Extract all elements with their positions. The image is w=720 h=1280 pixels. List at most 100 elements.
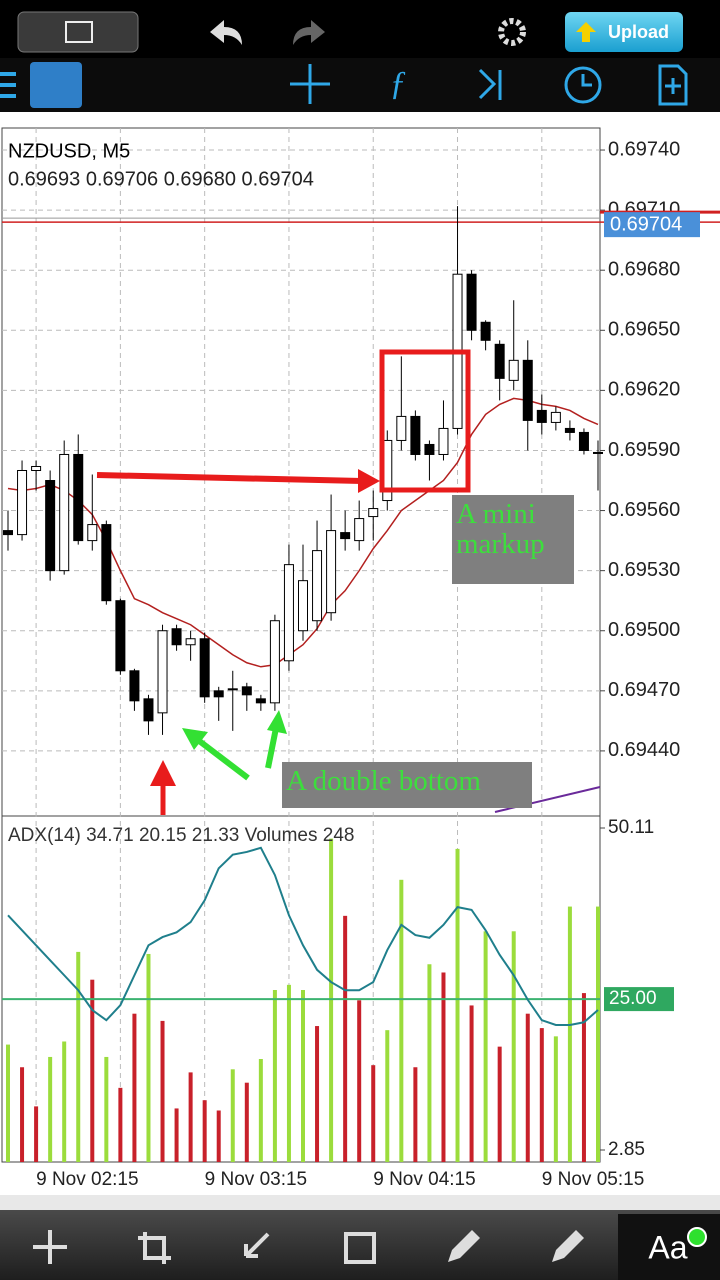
upload-label[interactable]: Upload xyxy=(608,22,669,42)
trade-icon[interactable] xyxy=(478,68,502,100)
redo-icon[interactable] xyxy=(293,20,325,45)
candle-body xyxy=(227,688,238,691)
volume-bar xyxy=(34,1106,39,1162)
candle-body xyxy=(185,638,196,646)
level-label-bg xyxy=(604,987,674,1012)
candle-body xyxy=(283,564,294,662)
green-arrow xyxy=(265,727,279,769)
crosshair-icon[interactable] xyxy=(290,64,330,104)
volume-bar xyxy=(62,1041,67,1162)
candle-body xyxy=(129,670,140,702)
x-tick-label: 9 Nov 03:15 xyxy=(205,1169,307,1190)
candle-body xyxy=(241,686,252,696)
separator xyxy=(0,1195,720,1210)
undo-icon[interactable] xyxy=(210,20,242,45)
font-button-bg[interactable] xyxy=(618,1214,720,1280)
settings-icon[interactable] xyxy=(498,18,526,46)
clock-hands xyxy=(581,74,592,87)
candle-body xyxy=(269,620,280,704)
candle-body xyxy=(326,530,337,614)
candle-body xyxy=(438,427,449,455)
status-dot xyxy=(687,1227,707,1247)
candle-body xyxy=(593,451,603,454)
volume-bar xyxy=(525,1013,530,1162)
volume-bar xyxy=(146,953,151,1162)
candle-body xyxy=(494,343,505,379)
candle-body xyxy=(368,508,379,518)
candle-body xyxy=(199,638,210,698)
arrow-tool[interactable] xyxy=(244,1232,270,1258)
plot: 0.697400.697100.696800.696500.696200.695… xyxy=(2,128,720,1190)
volume-bar xyxy=(371,1065,376,1162)
app-icon[interactable] xyxy=(30,62,82,108)
volume-bar xyxy=(188,1072,193,1162)
volume-bar xyxy=(329,838,334,1162)
candle-body xyxy=(424,443,435,455)
y-tick-label: 0.69650 xyxy=(608,319,680,341)
candle-body xyxy=(115,600,126,672)
move-icon[interactable] xyxy=(33,1230,67,1264)
candle-body xyxy=(255,698,266,704)
candle-body xyxy=(564,427,575,433)
volume-bar xyxy=(20,1067,25,1162)
candle-body xyxy=(396,415,407,441)
upload-icon xyxy=(576,22,596,42)
volume-bar xyxy=(202,1100,207,1162)
markup-arrow xyxy=(96,472,363,484)
volume-bar xyxy=(258,1059,263,1162)
volume-bar xyxy=(104,1056,109,1162)
indicators-icon[interactable]: ƒ xyxy=(390,65,407,102)
y-tick-label: 0.69470 xyxy=(608,679,680,701)
volume-bar xyxy=(48,1056,53,1162)
volume-bar xyxy=(6,1044,10,1162)
candle-body xyxy=(143,698,154,722)
volume-bar xyxy=(511,931,516,1162)
crop-icon[interactable] xyxy=(138,1232,171,1264)
x-tick-label: 9 Nov 04:15 xyxy=(373,1169,475,1190)
y-tick-label: 0.69590 xyxy=(608,439,680,461)
volume-bar xyxy=(301,990,305,1162)
menu-icon[interactable] xyxy=(0,72,16,98)
y2-tick-label: 2.85 xyxy=(608,1139,645,1160)
adx-line xyxy=(7,846,599,1026)
volume-bar xyxy=(483,931,488,1162)
candle-body xyxy=(17,469,28,536)
y-tick-label: 0.69530 xyxy=(608,559,680,581)
volume-bar xyxy=(118,1087,123,1162)
y-tick-label: 0.69620 xyxy=(608,379,680,401)
candle-body xyxy=(578,431,589,451)
mini-markup-note: A mini markup xyxy=(452,495,574,584)
price-label: 0.69704 xyxy=(610,213,682,235)
volume-bar xyxy=(357,1000,362,1162)
arrow-head xyxy=(267,710,287,734)
volume-bar xyxy=(385,1030,390,1162)
clock-icon[interactable] xyxy=(564,66,602,104)
volume-bar xyxy=(581,993,586,1162)
candle-body xyxy=(340,532,351,540)
y-tick-label: 0.69560 xyxy=(608,499,680,521)
upload-button[interactable] xyxy=(565,12,683,52)
candle-body xyxy=(3,530,13,536)
volume-bar xyxy=(76,951,81,1162)
new-order-icon[interactable] xyxy=(658,64,688,106)
volume-bar xyxy=(272,990,277,1162)
pen-tool[interactable] xyxy=(448,1230,480,1262)
x-tick-label: 9 Nov 02:15 xyxy=(36,1169,138,1190)
candle-body xyxy=(45,480,56,572)
volume-bar xyxy=(160,1020,165,1162)
volume-bar xyxy=(567,906,572,1162)
font-button[interactable]: Aa xyxy=(648,1229,687,1265)
y-tick-label: 0.69440 xyxy=(608,739,680,761)
rect-tool[interactable] xyxy=(344,1232,376,1264)
candle-body xyxy=(73,453,84,542)
candle-body xyxy=(31,465,42,471)
candle-body xyxy=(466,273,477,331)
volume-bar xyxy=(469,1005,474,1162)
gallery-button[interactable] xyxy=(17,11,139,53)
candle-body xyxy=(59,453,70,572)
candle-body xyxy=(508,359,519,381)
bottom-toolbar xyxy=(0,1210,720,1280)
highlighter-tool[interactable] xyxy=(552,1230,584,1262)
candle-body xyxy=(480,321,491,341)
